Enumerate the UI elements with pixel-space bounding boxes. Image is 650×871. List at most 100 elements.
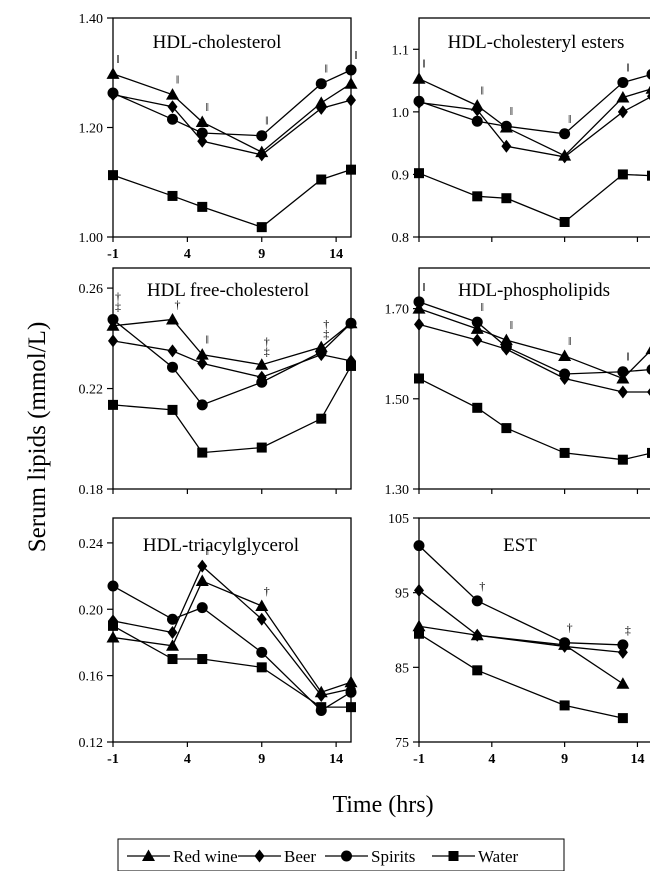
legend-label: Red wine — [173, 847, 238, 866]
series-diamond — [108, 559, 356, 703]
significance-mark: ‖ — [206, 100, 209, 114]
legend-label: Spirits — [371, 847, 415, 866]
x-tick-label: -1 — [413, 752, 425, 767]
data-point-diamond — [472, 333, 483, 347]
data-point-circle — [500, 341, 512, 353]
data-point-diamond — [647, 388, 650, 396]
data-point-circle — [646, 364, 650, 375]
series-line — [112, 565, 352, 697]
data-point-circle — [559, 128, 571, 140]
data-point-circle — [167, 361, 178, 373]
series-line — [418, 172, 650, 223]
significance-mark: ‖ — [568, 334, 571, 348]
data-point-square — [346, 360, 356, 371]
y-tick-label: 1.40 — [79, 12, 104, 27]
legend-marker-circle — [341, 850, 352, 862]
y-tick-label: 1.20 — [79, 122, 104, 137]
data-point-square — [559, 216, 570, 227]
data-point-circle — [256, 376, 268, 388]
data-point-circle — [413, 95, 425, 107]
data-point-square — [256, 662, 267, 673]
y-tick-label: 95 — [395, 587, 409, 602]
series-line — [418, 625, 624, 685]
series-line — [112, 585, 352, 712]
series-square — [108, 164, 356, 233]
significance-mark: ‖ — [481, 300, 484, 314]
y-tick-label: 0.26 — [79, 282, 104, 297]
series-line — [418, 323, 650, 393]
data-point-diamond — [617, 105, 628, 119]
series-diamond — [414, 92, 650, 164]
significance-mark: ‖ — [568, 112, 571, 126]
data-point-triangle — [255, 358, 269, 370]
legend-item: Spirits — [325, 847, 415, 866]
significance-mark: ‡ — [323, 327, 329, 341]
data-point-diamond — [346, 93, 356, 107]
data-point-diamond — [414, 317, 424, 331]
x-tick-label: 9 — [258, 247, 265, 262]
y-tick-label: 1.30 — [385, 483, 410, 498]
panel-title: HDL free-cholesterol — [147, 280, 309, 301]
panel-title: HDL-cholesterol — [153, 32, 282, 53]
series-square — [414, 373, 650, 465]
legend-marker-square — [448, 851, 459, 861]
data-point-diamond — [167, 625, 178, 639]
legend-frame — [117, 838, 565, 871]
data-point-square — [647, 447, 650, 458]
panel-title: EST — [503, 535, 537, 556]
data-point-circle — [256, 130, 268, 142]
series-circle — [413, 296, 650, 380]
y-tick-label: 75 — [395, 736, 409, 751]
data-point-circle — [107, 313, 119, 325]
data-point-square — [167, 654, 178, 665]
data-point-square — [316, 702, 327, 713]
significance-mark: † — [175, 297, 181, 311]
data-point-square — [501, 193, 512, 204]
data-point-diamond — [256, 148, 267, 162]
y-tick-label: 0.16 — [79, 670, 104, 685]
data-point-diamond — [167, 100, 178, 114]
y-tick-label: 1.50 — [385, 393, 410, 408]
data-point-diamond — [316, 101, 327, 115]
legend-marker-diamond — [254, 849, 265, 863]
data-point-circle — [617, 639, 629, 651]
data-point-square — [617, 169, 628, 180]
data-point-circle — [107, 87, 119, 99]
data-point-square — [197, 201, 208, 212]
data-point-square — [316, 174, 327, 185]
data-point-diamond — [197, 356, 208, 370]
data-point-circle — [471, 115, 483, 127]
series-line — [112, 580, 352, 693]
significance-mark: † — [264, 335, 270, 349]
data-point-circle — [256, 646, 268, 658]
y-tick-label: 0.24 — [79, 537, 104, 552]
data-point-circle — [196, 602, 208, 614]
significance-mark: ‡ — [625, 623, 631, 637]
data-point-square — [472, 402, 483, 413]
data-point-square — [346, 164, 356, 175]
series-line — [112, 318, 352, 366]
significance-mark: ‖ — [325, 62, 328, 76]
series-line — [418, 589, 623, 654]
series-triangle — [106, 312, 358, 370]
data-point-diamond — [647, 92, 650, 101]
data-point-diamond — [559, 150, 570, 164]
y-tick-label: 105 — [388, 512, 409, 527]
data-point-circle — [617, 366, 629, 378]
y-tick-label: 0.20 — [79, 603, 104, 618]
significance-mark: ‖ — [626, 350, 629, 364]
significance-mark: ‖ — [206, 333, 209, 347]
x-tick-label: -1 — [107, 247, 119, 262]
plot-frame — [112, 267, 352, 490]
significance-mark: † — [115, 289, 121, 303]
data-point-circle — [196, 127, 208, 139]
significance-mark: ‖ — [422, 57, 425, 71]
significance-mark: † — [323, 317, 329, 331]
series-line — [418, 633, 624, 719]
data-point-square — [256, 442, 267, 453]
data-point-triangle — [412, 72, 426, 84]
series-line — [112, 365, 352, 454]
x-tick-label: 14 — [329, 247, 343, 262]
